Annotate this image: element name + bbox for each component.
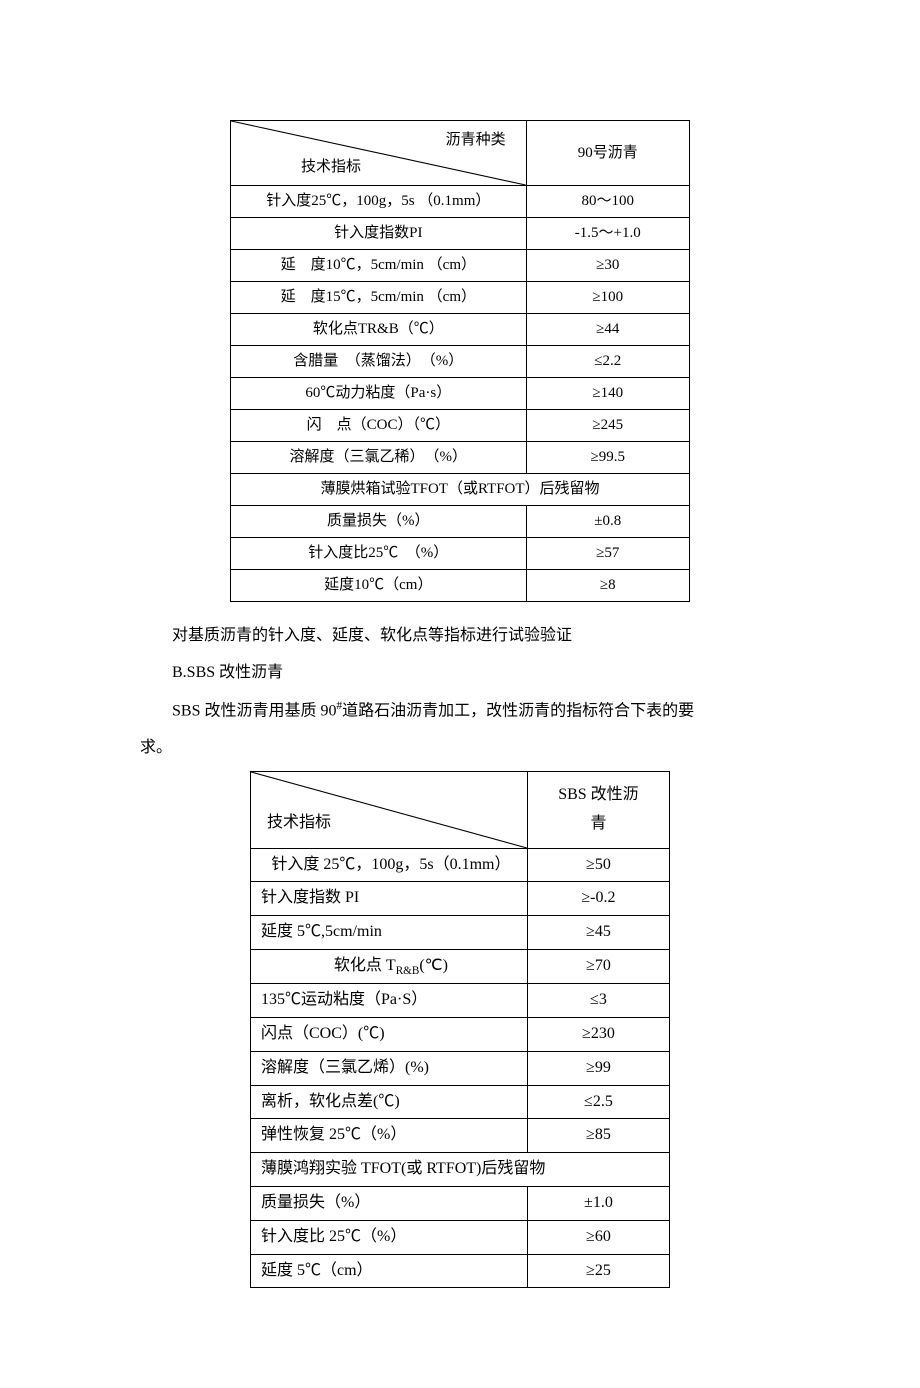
table2-diag-header: 技术指标 — [251, 771, 528, 848]
table-cell-value: ≥44 — [526, 314, 689, 346]
table-row: 60℃动力粘度（Pa·s）≥140 — [231, 378, 690, 410]
para-2: B.SBS 改性沥青 — [140, 659, 780, 688]
table-cell-value: ≥100 — [526, 282, 689, 314]
table-row: 针入度 25℃，100g，5s（0.1mm）≥50 — [251, 848, 670, 882]
para-1: 对基质沥青的针入度、延度、软化点等指标进行试验验证 — [140, 622, 780, 651]
table-cell-label: 针入度比 25℃（%） — [251, 1220, 528, 1254]
table1-header-top: 沥青种类 — [446, 127, 506, 154]
table-row: 质量损失（%）±1.0 — [251, 1187, 670, 1221]
table1-diag-header: 沥青种类 技术指标 — [231, 121, 527, 186]
para-3: SBS 改性沥青用基质 90#道路石油沥青加工，改性沥青的指标符合下表的要 — [140, 696, 780, 726]
table-cell-value: ≥25 — [527, 1254, 669, 1288]
table-cell-label: 针入度指数 PI — [251, 882, 528, 916]
table-cell-label: 软化点 TR&B(℃) — [251, 949, 528, 983]
table-row: 针入度25℃，100g，5s （0.1mm）80～100 — [231, 186, 690, 218]
table1-col2-header: 90号沥青 — [526, 121, 689, 186]
table-cell-label: 软化点TR&B（℃） — [231, 314, 527, 346]
table-row: 软化点 TR&B(℃)≥70 — [251, 949, 670, 983]
table-cell-label: 延 度15℃，5cm/min （cm） — [231, 282, 527, 314]
table-cell-label: 延度 5℃,5cm/min — [251, 916, 528, 950]
table-cell-label: 135℃运动粘度（Pa·S） — [251, 984, 528, 1018]
table-row: 闪 点（COC）（℃）≥245 — [231, 410, 690, 442]
table-row: 质量损失（%）±0.8 — [231, 506, 690, 538]
table-cell-value: ≥60 — [527, 1220, 669, 1254]
table-row: 溶解度（三氯乙烯）(%)≥99 — [251, 1051, 670, 1085]
table-row: 延度 5℃（cm）≥25 — [251, 1254, 670, 1288]
table-row: 延 度10℃，5cm/min （cm）≥30 — [231, 250, 690, 282]
para-3a: SBS 改性沥青用基质 90 — [172, 702, 336, 719]
para-4: 求。 — [140, 734, 780, 763]
table-cell-label: 针入度指数PI — [231, 218, 527, 250]
table-cell-value: ≥230 — [527, 1018, 669, 1052]
table-row: 针入度比25℃ （%）≥57 — [231, 538, 690, 570]
table-cell-value: ≥85 — [527, 1119, 669, 1153]
table-cell-value: ≥245 — [526, 410, 689, 442]
table-cell-value: ±1.0 — [527, 1187, 669, 1221]
table-cell-label: 闪点（COC）(℃) — [251, 1018, 528, 1052]
document-page: 沥青种类 技术指标 90号沥青 针入度25℃，100g，5s （0.1mm）80… — [0, 0, 920, 1388]
table-cell-label: 针入度25℃，100g，5s （0.1mm） — [231, 186, 527, 218]
table-row: 针入度比 25℃（%）≥60 — [251, 1220, 670, 1254]
table-cell-label: 含腊量 （蒸馏法） （%） — [231, 346, 527, 378]
table-cell-label: 质量损失（%） — [251, 1187, 528, 1221]
table-cell-label: 60℃动力粘度（Pa·s） — [231, 378, 527, 410]
table-cell-value: ≥57 — [526, 538, 689, 570]
table-cell-label: 离析，软化点差(℃) — [251, 1085, 528, 1119]
table-row: 135℃运动粘度（Pa·S）≤3 — [251, 984, 670, 1018]
table-cell-label: 质量损失（%） — [231, 506, 527, 538]
table-cell-value: ±0.8 — [526, 506, 689, 538]
table-row: 离析，软化点差(℃)≤2.5 — [251, 1085, 670, 1119]
table-cell-label: 延度10℃（cm） — [231, 570, 527, 602]
table-cell-value: ≥50 — [527, 848, 669, 882]
table-asphalt-90: 沥青种类 技术指标 90号沥青 针入度25℃，100g，5s （0.1mm）80… — [230, 120, 690, 602]
table-cell-label: 针入度 25℃，100g，5s（0.1mm） — [251, 848, 528, 882]
table1-section-title: 薄膜烘箱试验TFOT（或RTFOT）后残留物 — [231, 474, 690, 506]
table-cell-value: ≥30 — [526, 250, 689, 282]
table-row: 弹性恢复 25℃（%）≥85 — [251, 1119, 670, 1153]
table2-col2-header-b: 青 — [590, 815, 606, 832]
table-cell-label: 闪 点（COC）（℃） — [231, 410, 527, 442]
para-3b: 道路石油沥青加工，改性沥青的指标符合下表的要 — [342, 702, 694, 719]
table-cell-value: ≥70 — [527, 949, 669, 983]
table-row: 延度 5℃,5cm/min≥45 — [251, 916, 670, 950]
table2-col2-header-a: SBS 改性沥 — [558, 786, 638, 803]
table-row: 延度10℃（cm）≥8 — [231, 570, 690, 602]
table-row: 闪点（COC）(℃)≥230 — [251, 1018, 670, 1052]
table-cell-label: 弹性恢复 25℃（%） — [251, 1119, 528, 1153]
table2-header-bottom: 技术指标 — [267, 809, 331, 838]
table-cell-value: ≥99 — [527, 1051, 669, 1085]
table-cell-value: ≤2.5 — [527, 1085, 669, 1119]
table-cell-value: ≥140 — [526, 378, 689, 410]
table-row: 溶解度（三氯乙稀） （%）≥99.5 — [231, 442, 690, 474]
table2-col2-header: SBS 改性沥 青 — [527, 771, 669, 848]
table-cell-label: 延 度10℃，5cm/min （cm） — [231, 250, 527, 282]
table-row: 针入度指数 PI≥-0.2 — [251, 882, 670, 916]
table-row: 针入度指数PI-1.5～+1.0 — [231, 218, 690, 250]
table-cell-value: ≥45 — [527, 916, 669, 950]
table-cell-value: ≤3 — [527, 984, 669, 1018]
table-cell-value: 80～100 — [526, 186, 689, 218]
table-cell-value: ≤2.2 — [526, 346, 689, 378]
table-cell-value: ≥8 — [526, 570, 689, 602]
table-sbs-asphalt: 技术指标 SBS 改性沥 青 针入度 25℃，100g，5s（0.1mm）≥50… — [250, 771, 670, 1289]
table1-header-bottom: 技术指标 — [301, 154, 361, 181]
table-row: 软化点TR&B（℃）≥44 — [231, 314, 690, 346]
table-cell-label: 溶解度（三氯乙烯）(%) — [251, 1051, 528, 1085]
table2-section-title: 薄膜鸿翔实验 TFOT(或 RTFOT)后残留物 — [251, 1153, 670, 1187]
table-cell-value: -1.5～+1.0 — [526, 218, 689, 250]
table-cell-value: ≥99.5 — [526, 442, 689, 474]
table-row: 延 度15℃，5cm/min （cm）≥100 — [231, 282, 690, 314]
table-cell-label: 延度 5℃（cm） — [251, 1254, 528, 1288]
table-cell-label: 溶解度（三氯乙稀） （%） — [231, 442, 527, 474]
table-cell-label: 针入度比25℃ （%） — [231, 538, 527, 570]
table-cell-value: ≥-0.2 — [527, 882, 669, 916]
table-row: 含腊量 （蒸馏法） （%）≤2.2 — [231, 346, 690, 378]
